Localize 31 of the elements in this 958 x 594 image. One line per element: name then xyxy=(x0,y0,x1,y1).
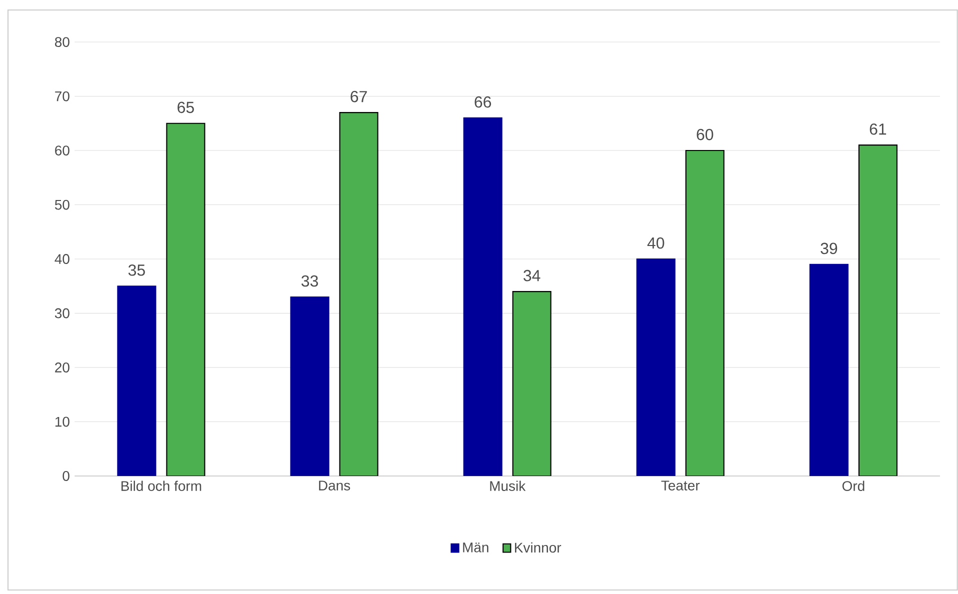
data-label: 60 xyxy=(696,128,714,140)
data-label: 61 xyxy=(870,123,886,135)
y-tick-label: 20 xyxy=(55,362,70,372)
x-tick-label: Dans xyxy=(319,480,350,490)
y-tick-label: 0 xyxy=(62,471,70,481)
legend-label: Kvinnor xyxy=(515,542,562,553)
data-label: 35 xyxy=(128,264,145,276)
y-tick-label: 80 xyxy=(54,37,70,47)
y-tick-label: 10 xyxy=(55,416,70,427)
y-tick-label: 60 xyxy=(55,146,70,156)
bar xyxy=(339,112,378,476)
data-label: 40 xyxy=(647,237,664,249)
data-label: 67 xyxy=(350,90,367,102)
x-tick-label: Bild och form xyxy=(122,480,202,491)
data-label: 39 xyxy=(820,242,838,254)
bar xyxy=(685,150,724,476)
x-tick-label: Teater xyxy=(661,480,700,490)
bar xyxy=(166,122,206,476)
data-label: 65 xyxy=(178,102,194,114)
data-label: 66 xyxy=(474,96,492,108)
y-tick-label: 30 xyxy=(54,308,70,318)
data-label: 34 xyxy=(524,270,540,282)
data-label: 33 xyxy=(301,275,318,287)
bar xyxy=(858,144,898,476)
y-tick-label: 50 xyxy=(54,200,70,210)
y-tick-label: 40 xyxy=(54,254,70,264)
bar xyxy=(512,291,552,476)
x-tick-label: Musik xyxy=(490,480,526,491)
x-tick-label: Ord xyxy=(842,480,864,491)
legend-label: Män xyxy=(463,542,488,552)
y-tick-label: 70 xyxy=(55,91,70,102)
